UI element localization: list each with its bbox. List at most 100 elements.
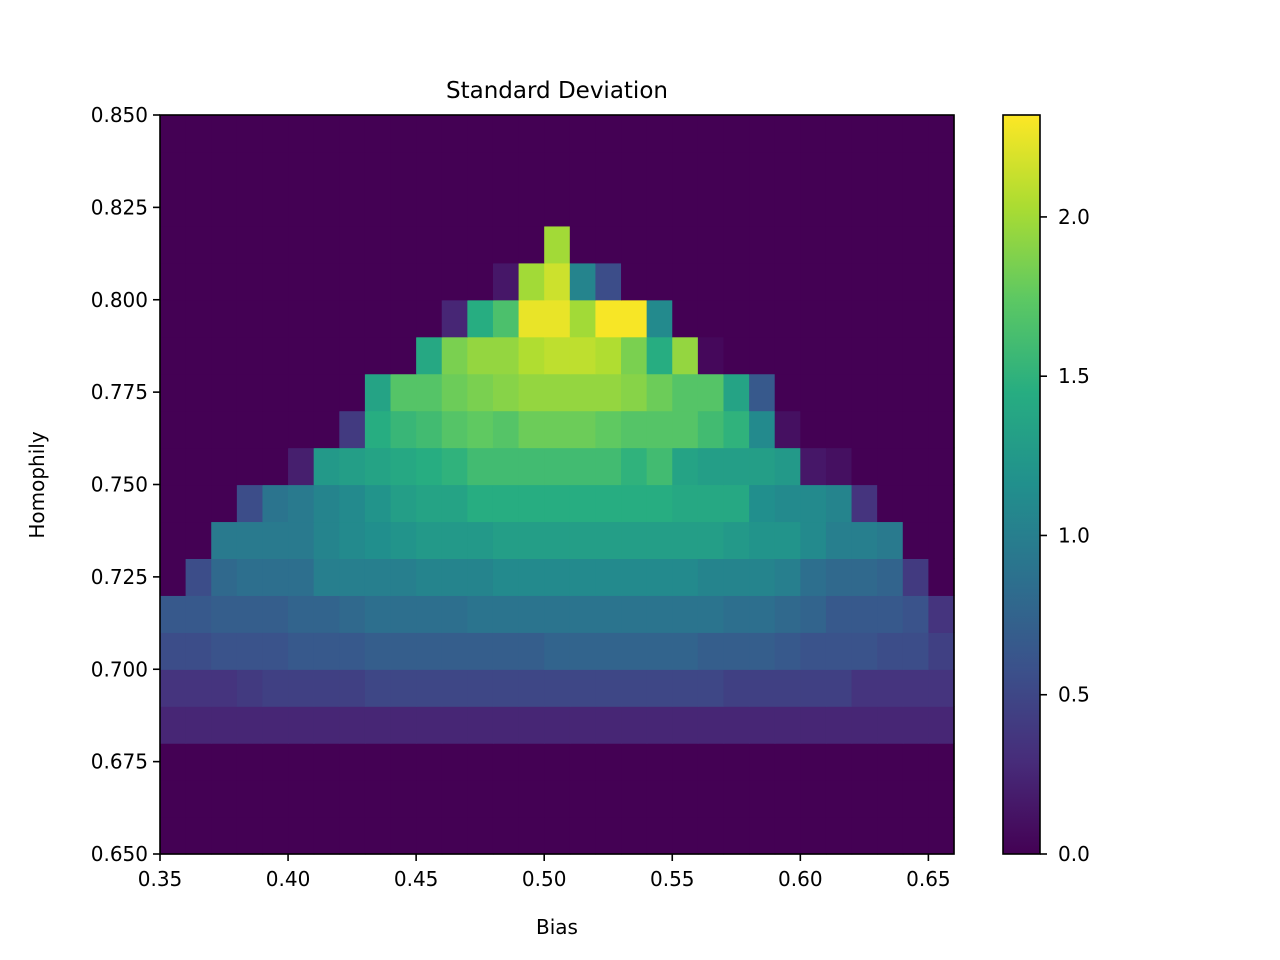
y-tick-label: 0.775 bbox=[91, 380, 148, 404]
heatmap-cell bbox=[288, 151, 315, 190]
heatmap-cell bbox=[288, 632, 315, 670]
heatmap-cell bbox=[160, 706, 187, 744]
heatmap-cell bbox=[928, 447, 955, 486]
heatmap-cell bbox=[646, 484, 673, 523]
heatmap-cell bbox=[416, 225, 443, 264]
heatmap-cell bbox=[851, 262, 878, 301]
heatmap-cell bbox=[877, 632, 904, 670]
heatmap-cell bbox=[467, 817, 494, 855]
heatmap-cell bbox=[774, 336, 801, 375]
heatmap-cell bbox=[928, 115, 955, 153]
heatmap-cell bbox=[185, 780, 212, 818]
heatmap-cell bbox=[416, 447, 443, 486]
heatmap-cell bbox=[569, 669, 597, 707]
heatmap-cell bbox=[544, 521, 571, 559]
heatmap-cell bbox=[467, 521, 494, 559]
heatmap-cell bbox=[339, 115, 366, 153]
heatmap-cell bbox=[416, 669, 443, 707]
heatmap-cell bbox=[672, 410, 699, 449]
heatmap-cell bbox=[928, 373, 955, 412]
heatmap-cell bbox=[544, 780, 571, 818]
heatmap-cell bbox=[697, 484, 725, 523]
heatmap-cell bbox=[262, 299, 289, 338]
heatmap-cell bbox=[825, 225, 853, 264]
heatmap-cell bbox=[262, 410, 289, 449]
heatmap-cell bbox=[928, 632, 955, 670]
heatmap-cell bbox=[723, 706, 750, 744]
heatmap-cell bbox=[364, 410, 392, 449]
heatmap-cell bbox=[416, 410, 443, 449]
heatmap-cell bbox=[211, 188, 238, 227]
heatmap-cell bbox=[262, 632, 289, 670]
heatmap-cell bbox=[902, 225, 929, 264]
heatmap-cell bbox=[390, 299, 417, 338]
heatmap-cell bbox=[569, 225, 597, 264]
heatmap-cell bbox=[441, 743, 468, 781]
heatmap-cell bbox=[928, 299, 955, 338]
heatmap-cell bbox=[416, 817, 443, 855]
heatmap-cell bbox=[723, 373, 750, 412]
heatmap-cell bbox=[774, 669, 801, 707]
heatmap-cell bbox=[595, 669, 622, 707]
heatmap-cell bbox=[441, 484, 468, 523]
heatmap-cell bbox=[467, 299, 494, 338]
heatmap-cell bbox=[774, 225, 801, 264]
heatmap-cell bbox=[749, 669, 776, 707]
heatmap-cell bbox=[390, 743, 417, 781]
heatmap-cell bbox=[595, 484, 622, 523]
heatmap-cell bbox=[364, 336, 392, 375]
heatmap-cell bbox=[723, 447, 750, 486]
heatmap-cell bbox=[339, 521, 366, 559]
heatmap-cell bbox=[595, 373, 622, 412]
heatmap-cell bbox=[569, 447, 597, 486]
heatmap-cell bbox=[313, 447, 340, 486]
x-tick-label: 0.55 bbox=[650, 867, 695, 891]
heatmap-cell bbox=[160, 669, 187, 707]
heatmap-cell bbox=[236, 669, 264, 707]
heatmap-cell bbox=[749, 299, 776, 338]
heatmap-cell bbox=[825, 299, 853, 338]
heatmap-cell bbox=[646, 743, 673, 781]
heatmap-cell bbox=[646, 558, 673, 596]
heatmap-cell bbox=[288, 447, 315, 486]
heatmap-cell bbox=[288, 595, 315, 633]
heatmap-cell bbox=[441, 669, 468, 707]
heatmap-cell bbox=[288, 225, 315, 264]
heatmap-cell bbox=[467, 595, 494, 633]
heatmap-cell bbox=[236, 188, 264, 227]
heatmap-cell bbox=[672, 373, 699, 412]
heatmap-cell bbox=[646, 521, 673, 559]
heatmap-cell bbox=[467, 743, 494, 781]
heatmap-cell bbox=[160, 447, 187, 486]
heatmap-cell bbox=[851, 669, 878, 707]
heatmap-cell bbox=[621, 447, 648, 486]
heatmap-cell bbox=[364, 743, 392, 781]
heatmap-cell bbox=[313, 780, 340, 818]
x-tick-label: 0.45 bbox=[394, 867, 439, 891]
heatmap-cell bbox=[774, 410, 801, 449]
heatmap-cell bbox=[595, 632, 622, 670]
heatmap-cell bbox=[672, 115, 699, 153]
heatmap-cell bbox=[441, 706, 468, 744]
heatmap-cell bbox=[928, 558, 955, 596]
heatmap-cell bbox=[467, 262, 494, 301]
heatmap-cell bbox=[749, 115, 776, 153]
heatmap-cell bbox=[723, 595, 750, 633]
heatmap-cell bbox=[390, 188, 417, 227]
heatmap-cell bbox=[544, 410, 571, 449]
heatmap-cell bbox=[544, 706, 571, 744]
heatmap-cell bbox=[851, 817, 878, 855]
heatmap-cell bbox=[569, 336, 597, 375]
heatmap-cell bbox=[595, 225, 622, 264]
heatmap-cell bbox=[313, 188, 340, 227]
y-tick-label: 0.750 bbox=[91, 473, 148, 497]
heatmap-cell bbox=[492, 410, 520, 449]
colorbar-tick-label: 1.5 bbox=[1058, 364, 1090, 388]
heatmap-cell bbox=[800, 484, 827, 523]
heatmap-cell bbox=[877, 225, 904, 264]
heatmap-cell bbox=[902, 188, 929, 227]
heatmap-cell bbox=[262, 743, 289, 781]
heatmap-cell bbox=[646, 817, 673, 855]
heatmap-cell bbox=[902, 262, 929, 301]
heatmap-cell bbox=[749, 262, 776, 301]
